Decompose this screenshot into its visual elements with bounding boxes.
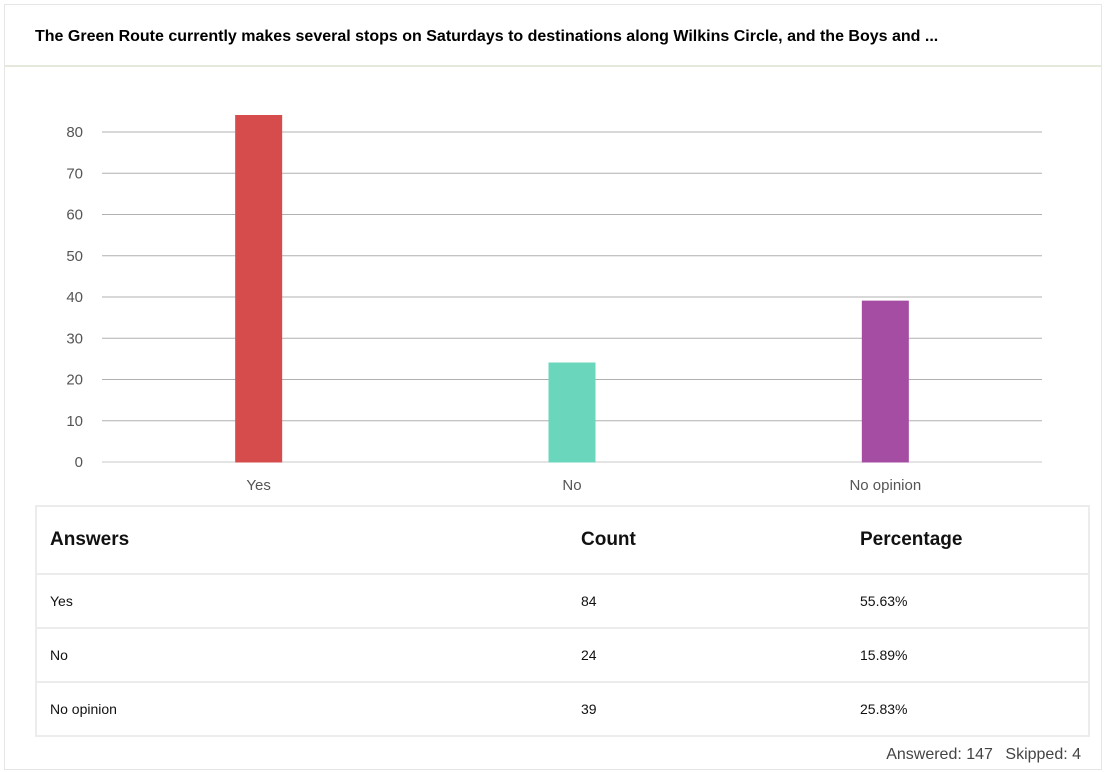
answer-cell: Yes <box>36 574 568 629</box>
answer-cell: No opinion <box>36 682 568 737</box>
x-axis-tick-labels: Yes No No opinion <box>246 477 921 494</box>
table-row: No opinion 39 25.83% <box>36 682 1089 737</box>
y-axis-tick-labels: 0 10 20 30 40 50 60 70 80 <box>66 124 83 471</box>
question-title: The Green Route currently makes several … <box>35 28 939 45</box>
count-cell: 39 <box>568 682 847 737</box>
y-tick-label: 30 <box>66 330 83 347</box>
table-header-row: Answers Count Percentage <box>36 506 1089 575</box>
bar-no-opinion <box>861 300 909 463</box>
percentage-cell: 55.63% <box>847 574 1089 629</box>
chart-bars <box>235 115 909 463</box>
response-stats: Answered: 147 Skipped: 4 <box>886 746 1081 764</box>
table-row: No 24 15.89% <box>36 628 1089 683</box>
y-tick-label: 40 <box>66 289 83 306</box>
y-tick-label: 0 <box>75 454 83 471</box>
question-panel: The Green Route currently makes several … <box>4 4 1102 770</box>
percentage-cell: 25.83% <box>847 682 1089 737</box>
bar-chart: 0 10 20 30 40 50 60 70 80 Yes No No opinion <box>66 115 1042 494</box>
y-tick-label: 60 <box>66 207 83 224</box>
bar-yes <box>235 115 283 463</box>
count-cell: 24 <box>568 628 847 683</box>
y-tick-label: 80 <box>66 124 83 141</box>
y-tick-label: 10 <box>66 413 83 430</box>
y-tick-label: 70 <box>66 165 83 182</box>
answered-count: Answered: 147 <box>886 746 993 763</box>
bar-no <box>548 362 596 463</box>
x-tick-label: No <box>562 477 581 494</box>
skipped-count: Skipped: 4 <box>1005 746 1081 763</box>
percentage-cell: 15.89% <box>847 628 1089 683</box>
answer-cell: No <box>36 628 568 683</box>
x-tick-label: Yes <box>246 477 270 494</box>
answers-column-header: Answers <box>36 506 568 575</box>
y-tick-label: 50 <box>66 248 83 265</box>
results-table: Answers Count Percentage Yes 84 55.63% N… <box>35 505 1090 737</box>
percentage-column-header: Percentage <box>847 506 1089 575</box>
question-header: The Green Route currently makes several … <box>5 5 1101 67</box>
y-tick-label: 20 <box>66 372 83 389</box>
count-cell: 84 <box>568 574 847 629</box>
count-column-header: Count <box>568 506 847 575</box>
x-tick-label: No opinion <box>849 477 921 494</box>
table-row: Yes 84 55.63% <box>36 574 1089 629</box>
